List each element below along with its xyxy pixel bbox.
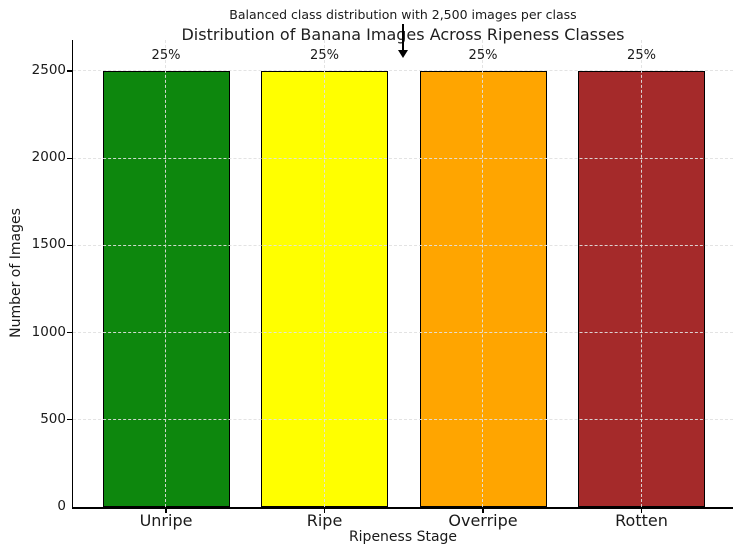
bar-value-label: 25%	[310, 48, 339, 63]
x-axis-label: Ripeness Stage	[348, 529, 458, 545]
y-axis-spine	[71, 40, 74, 508]
gridline-horizontal	[73, 157, 733, 159]
y-tick-mark	[67, 419, 72, 421]
bar-value-label: 25%	[468, 48, 498, 63]
y-tick-mark	[67, 157, 72, 159]
bar-value-label: 25%	[151, 48, 181, 63]
y-axis-label: Number of Images	[8, 208, 24, 338]
x-tick-mark	[165, 508, 167, 513]
y-tick-label: 1000	[31, 323, 66, 340]
gridline-horizontal	[73, 332, 733, 333]
y-tick-mark	[67, 70, 72, 72]
x-tick-label-overripe: Overripe	[448, 511, 518, 530]
x-tick-label-ripe: Ripe	[306, 511, 343, 530]
x-tick-label-unripe: Unripe	[139, 511, 193, 530]
annotation-arrowhead-down-icon	[398, 50, 408, 58]
gridline-vertical	[165, 40, 167, 507]
y-tick-label: 500	[40, 410, 66, 427]
x-tick-mark	[323, 508, 326, 513]
bar-value-label: 25%	[627, 48, 656, 63]
y-tick-mark	[67, 244, 72, 247]
x-axis-spine	[71, 507, 733, 509]
x-tick-label-rotten: Rotten	[615, 511, 668, 530]
plot-area	[73, 40, 733, 507]
y-tick-label: 0	[57, 498, 66, 514]
y-tick-label: 2000	[31, 149, 66, 166]
annotation-text: Balanced class distribution with 2,500 i…	[229, 7, 577, 22]
gridline-vertical	[482, 40, 484, 507]
gridline-vertical	[323, 40, 325, 507]
gridline-vertical	[640, 40, 642, 507]
x-tick-mark	[482, 508, 484, 513]
x-tick-mark	[640, 508, 643, 513]
y-tick-label: 1500	[31, 236, 66, 253]
gridline-horizontal	[73, 70, 733, 72]
y-tick-label: 2500	[31, 62, 66, 78]
y-tick-mark	[67, 331, 72, 334]
annotation-arrow-shaft	[402, 24, 404, 52]
gridline-horizontal	[73, 244, 733, 246]
gridline-horizontal	[73, 419, 733, 421]
